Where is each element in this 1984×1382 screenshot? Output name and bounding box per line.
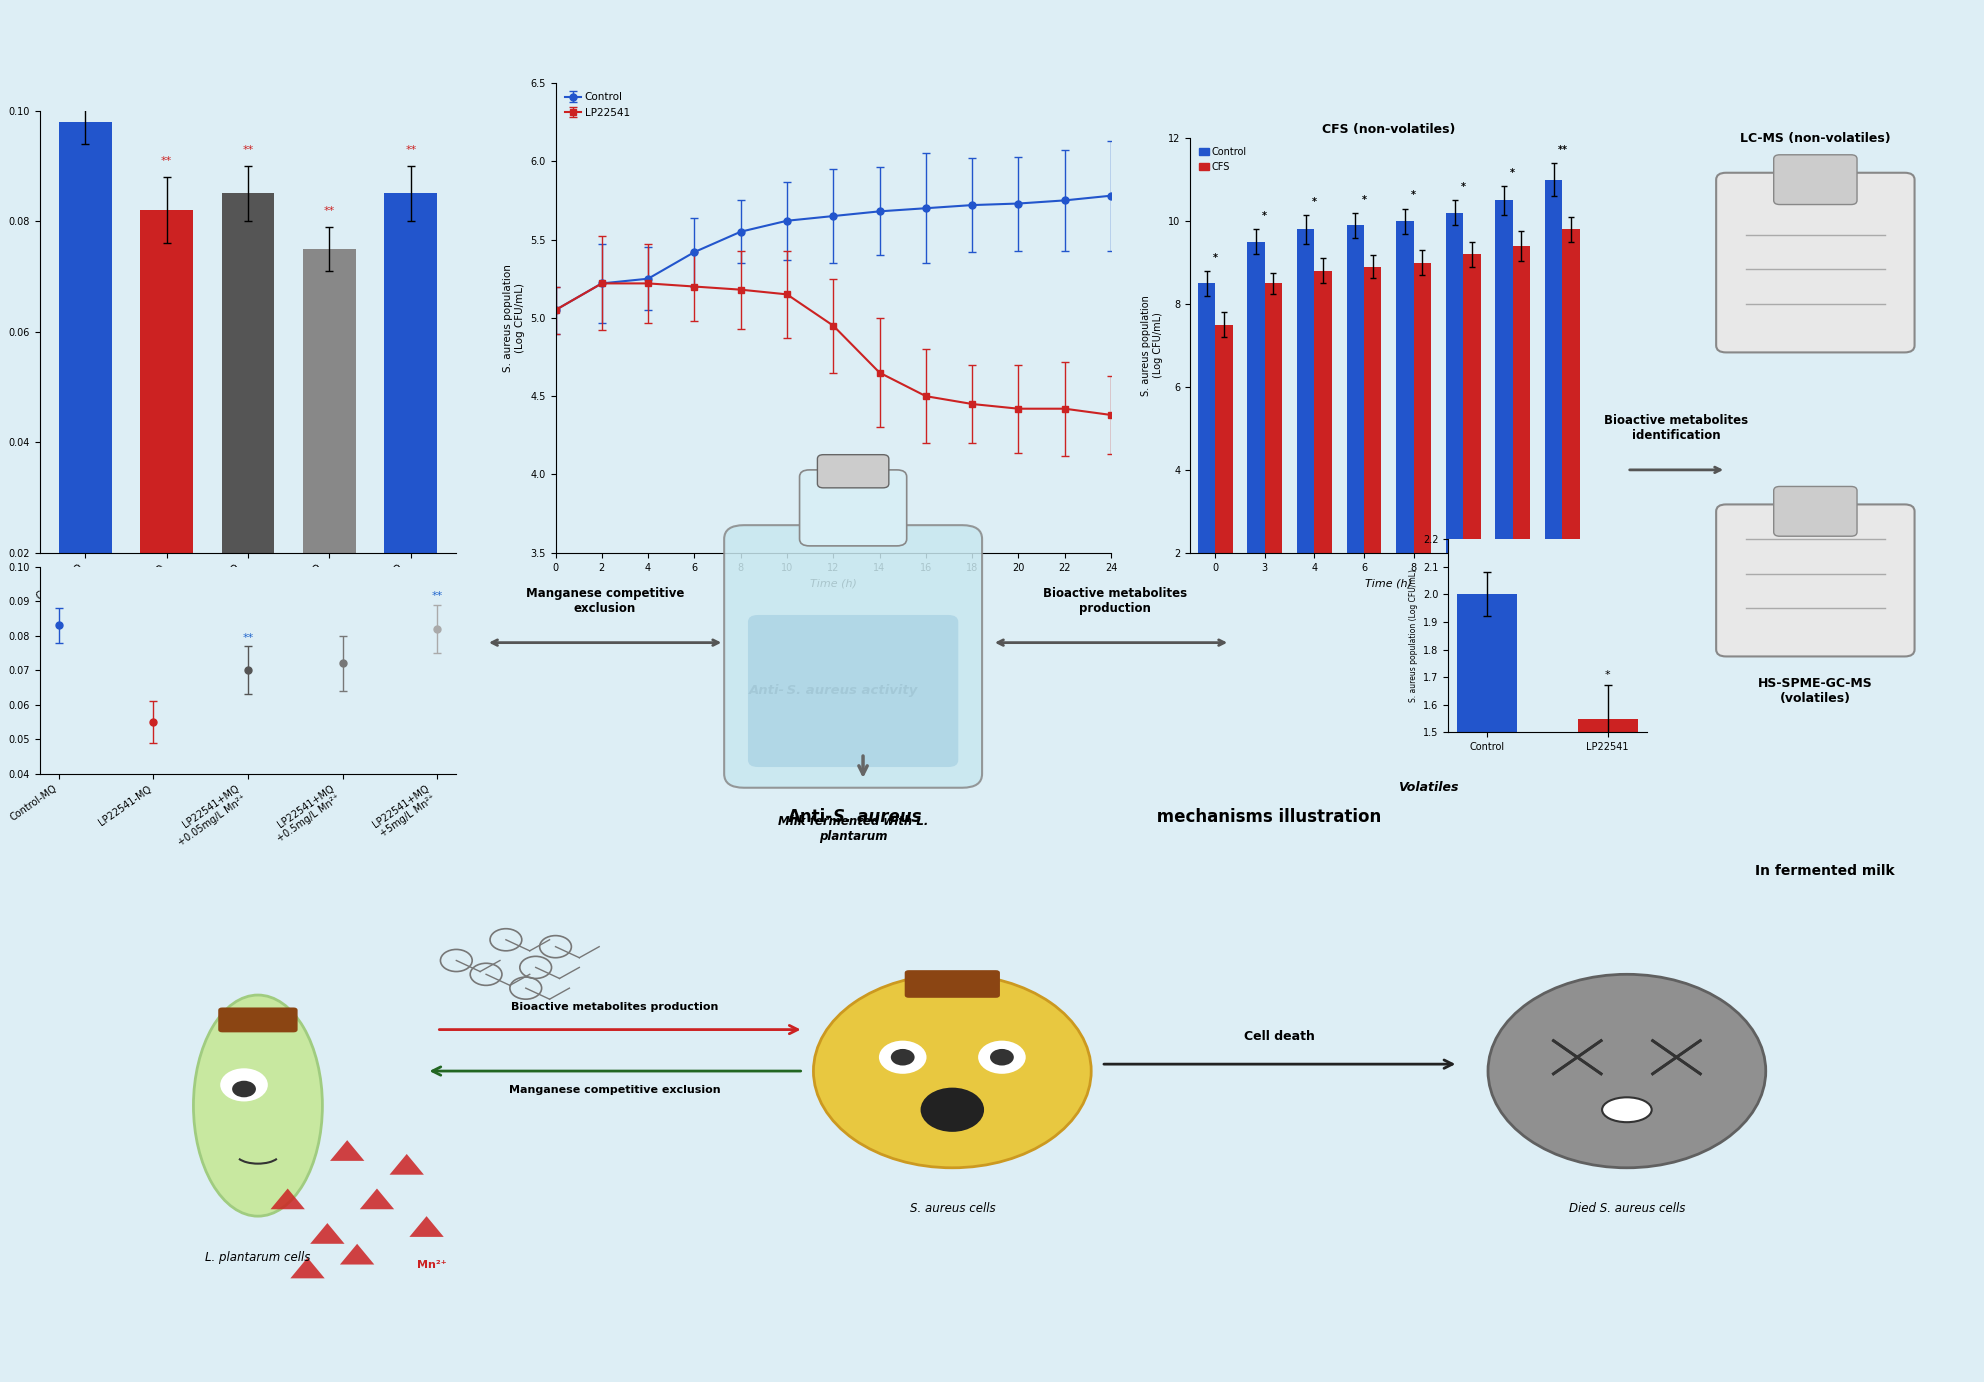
FancyBboxPatch shape: [800, 470, 907, 546]
Legend: Control, LP22541: Control, LP22541: [561, 88, 635, 122]
Bar: [1198, 283, 1214, 636]
Bar: [1546, 180, 1561, 636]
FancyBboxPatch shape: [905, 970, 1000, 998]
Bar: [1512, 246, 1530, 636]
FancyBboxPatch shape: [1774, 486, 1857, 536]
Bar: [1577, 719, 1637, 1147]
FancyBboxPatch shape: [1774, 155, 1857, 205]
Text: *: *: [1605, 670, 1611, 680]
Bar: [1458, 594, 1518, 1147]
Bar: [1413, 263, 1430, 636]
Circle shape: [232, 1081, 256, 1097]
Text: Died S. aureus cells: Died S. aureus cells: [1569, 1202, 1684, 1215]
Text: **: **: [242, 633, 254, 643]
Text: *: *: [1262, 211, 1268, 221]
Y-axis label: OD$_{600nm}$: OD$_{600nm}$: [0, 308, 2, 355]
Text: *: *: [1411, 191, 1417, 200]
Text: **: **: [405, 145, 417, 155]
Circle shape: [813, 974, 1091, 1168]
X-axis label: Time (h): Time (h): [809, 578, 857, 589]
X-axis label: Time (h): Time (h): [1365, 578, 1413, 589]
Text: *: *: [1510, 167, 1516, 178]
Bar: [1313, 271, 1331, 636]
Text: **: **: [323, 206, 335, 216]
Text: **: **: [433, 591, 442, 601]
Text: Volatiles: Volatiles: [1399, 781, 1458, 793]
Text: In fermented milk: In fermented milk: [1756, 864, 1895, 878]
Text: S. aureus: S. aureus: [833, 808, 923, 826]
Bar: [1214, 325, 1232, 636]
Text: *: *: [1212, 253, 1218, 263]
Bar: [385, 193, 436, 663]
Text: *: *: [1361, 195, 1367, 205]
Circle shape: [891, 1049, 915, 1066]
Text: **: **: [161, 156, 173, 166]
Text: Milk fermented with L.
plantarum: Milk fermented with L. plantarum: [778, 815, 929, 843]
Text: Manganese competitive exclusion: Manganese competitive exclusion: [510, 1085, 720, 1095]
Circle shape: [1488, 974, 1766, 1168]
Text: Anti-⁠ ​S. aureus activity: Anti-⁠ ​S. aureus activity: [748, 684, 919, 698]
Title: CFS (non-volatiles): CFS (non-volatiles): [1321, 123, 1456, 135]
Text: Bioactive metabolites production: Bioactive metabolites production: [512, 1002, 718, 1012]
Bar: [141, 210, 192, 663]
Bar: [1496, 200, 1512, 636]
Y-axis label: OD$_{600nm}$: OD$_{600nm}$: [0, 647, 2, 694]
Circle shape: [978, 1041, 1026, 1074]
Bar: [1397, 221, 1413, 636]
Y-axis label: S. aureus population
(Log CFU/mL): S. aureus population (Log CFU/mL): [504, 264, 524, 372]
Ellipse shape: [192, 995, 321, 1216]
Bar: [1248, 242, 1264, 636]
Text: **: **: [1557, 145, 1567, 155]
Ellipse shape: [1603, 1097, 1651, 1122]
Text: Bioactive metabolites
production: Bioactive metabolites production: [1044, 587, 1186, 615]
Bar: [1446, 213, 1462, 636]
Y-axis label: S. aureus population (Log CFU/mL): S. aureus population (Log CFU/mL): [1409, 569, 1417, 702]
FancyBboxPatch shape: [748, 615, 958, 767]
Y-axis label: S. aureus population
(Log CFU/mL): S. aureus population (Log CFU/mL): [1141, 296, 1163, 395]
Text: *: *: [1460, 182, 1466, 192]
Bar: [1298, 229, 1313, 636]
FancyBboxPatch shape: [1716, 504, 1915, 656]
Text: Cell death: Cell death: [1244, 1031, 1315, 1043]
Circle shape: [220, 1068, 268, 1101]
Text: Anti-: Anti-: [788, 808, 833, 826]
Circle shape: [990, 1049, 1014, 1066]
Legend: Control, CFS: Control, CFS: [1194, 144, 1250, 176]
Text: Manganese competitive
exclusion: Manganese competitive exclusion: [526, 587, 684, 615]
Text: L. plantarum cells: L. plantarum cells: [204, 1251, 311, 1263]
Text: S. aureus cells: S. aureus cells: [909, 1202, 996, 1215]
Circle shape: [921, 1088, 984, 1132]
Text: *: *: [1311, 196, 1317, 206]
Bar: [1365, 267, 1381, 636]
FancyBboxPatch shape: [724, 525, 982, 788]
Bar: [60, 122, 111, 663]
Bar: [304, 249, 355, 663]
Text: **: **: [242, 145, 254, 155]
FancyBboxPatch shape: [218, 1007, 298, 1032]
FancyBboxPatch shape: [1716, 173, 1915, 352]
Text: Mn²⁺: Mn²⁺: [417, 1259, 446, 1270]
Bar: [1563, 229, 1579, 636]
Bar: [222, 193, 274, 663]
Circle shape: [879, 1041, 927, 1074]
Text: HS-SPME-GC-MS
(volatiles): HS-SPME-GC-MS (volatiles): [1758, 677, 1873, 705]
FancyBboxPatch shape: [817, 455, 889, 488]
Text: Bioactive metabolites
identification: Bioactive metabolites identification: [1605, 415, 1748, 442]
Text: LC-MS (non-volatiles): LC-MS (non-volatiles): [1740, 131, 1891, 145]
Text: mechanisms illustration: mechanisms illustration: [1151, 808, 1381, 826]
Bar: [1347, 225, 1365, 636]
Bar: [1462, 254, 1480, 636]
Bar: [1264, 283, 1282, 636]
